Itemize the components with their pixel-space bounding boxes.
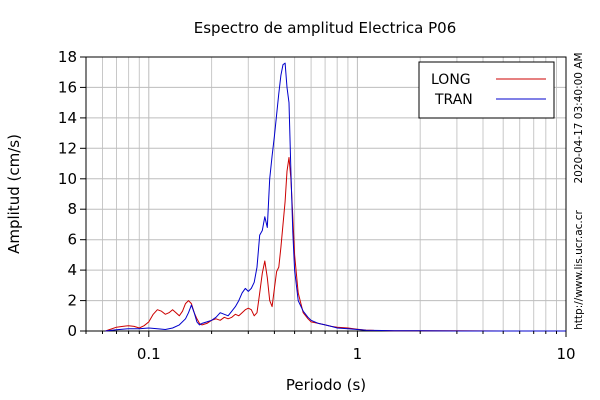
y-tick-label: 6: [67, 231, 77, 249]
legend: LONG TRAN: [418, 61, 555, 119]
y-axis-title: Amplitud (cm/s): [5, 134, 23, 254]
legend-label-tran: TRAN: [434, 92, 473, 108]
x-tick-label: 10: [556, 345, 575, 363]
timestamp-label: 2020-04-17 03:40:00 AM: [573, 52, 585, 183]
y-tick-label: 2: [67, 292, 77, 310]
y-tick-label: 10: [58, 170, 77, 188]
y-tick-label: 0: [67, 322, 77, 340]
y-tick-label: 16: [58, 78, 77, 96]
plot-frame: [85, 56, 567, 332]
y-tick-label: 14: [58, 109, 77, 127]
legend-box: [418, 61, 555, 119]
x-tick-label: 1: [353, 345, 363, 363]
chart-title: Espectro de amplitud Electrica P06: [194, 19, 457, 37]
series-line-tran: [105, 62, 566, 332]
tick-layer: 0 2 4 6 8 10 12 14 16 18 0.1 1 10: [58, 48, 576, 363]
x-tick-label: 0.1: [137, 345, 161, 363]
x-axis-title: Periodo (s): [286, 376, 366, 394]
source-url-label: http://www.lis.ucr.ac.cr: [573, 209, 585, 329]
series-layer: [105, 62, 566, 332]
series-line-long: [105, 157, 566, 332]
y-tick-label: 4: [67, 261, 77, 279]
y-tick-label: 8: [67, 200, 77, 218]
legend-label-long: LONG: [431, 72, 471, 88]
y-tick-label: 12: [58, 139, 77, 157]
y-tick-label: 18: [58, 48, 77, 66]
